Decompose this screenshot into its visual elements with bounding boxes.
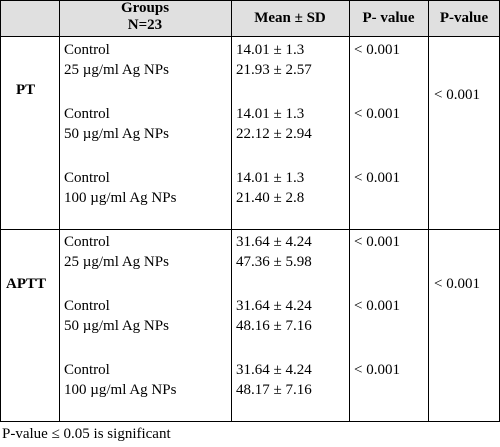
group-line: Control xyxy=(64,298,110,314)
col-border-2 xyxy=(231,0,232,422)
mean-value: 31.64 ± 4.24 xyxy=(236,234,312,250)
header-mean-sd: Mean ± SD xyxy=(254,10,326,26)
p-value: < 0.001 xyxy=(354,106,400,122)
group-line: 50 µg/ml Ag NPs xyxy=(64,318,169,334)
results-table: Groups N=23 Mean ± SD P- value P-value P… xyxy=(0,0,500,422)
table-top-border xyxy=(0,0,500,1)
overall-p-pt: < 0.001 xyxy=(434,87,480,103)
group-line: Control xyxy=(64,234,110,250)
overall-p-aptt: < 0.001 xyxy=(434,276,480,292)
col-border-4 xyxy=(428,0,429,422)
mean-value: 47.36 ± 5.98 xyxy=(236,254,312,270)
mean-value: 21.40 ± 2.8 xyxy=(236,190,305,206)
header-divider xyxy=(0,36,500,37)
mean-value: 14.01 ± 1.3 xyxy=(236,106,305,122)
header-groups: Groups xyxy=(120,0,170,16)
p-value: < 0.001 xyxy=(354,170,400,186)
mean-value: 14.01 ± 1.3 xyxy=(236,170,305,186)
col-border-3 xyxy=(349,0,350,422)
mean-value: 22.12 ± 2.94 xyxy=(236,126,312,142)
group-line: 100 µg/ml Ag NPs xyxy=(64,190,177,206)
mean-value: 48.16 ± 7.16 xyxy=(236,318,312,334)
mean-value: 48.17 ± 7.16 xyxy=(236,382,312,398)
section-divider xyxy=(0,229,500,230)
p-value: < 0.001 xyxy=(354,42,400,58)
p-value: < 0.001 xyxy=(354,362,400,378)
section-label-pt: PT xyxy=(16,82,36,98)
col-border-1 xyxy=(59,0,60,422)
header-p-value-overall: P-value xyxy=(439,10,489,26)
section-label-aptt: APTT xyxy=(6,276,47,292)
group-line: Control xyxy=(64,362,110,378)
header-groups-n: N=23 xyxy=(127,17,163,33)
col-border-left xyxy=(0,0,1,422)
group-line: Control xyxy=(64,170,110,186)
group-line: Control xyxy=(64,106,110,122)
p-value: < 0.001 xyxy=(354,234,400,250)
group-line: 25 µg/ml Ag NPs xyxy=(64,62,169,78)
group-line: 25 µg/ml Ag NPs xyxy=(64,254,169,270)
header-p-value: P- value xyxy=(362,10,415,26)
table-header-row xyxy=(0,0,500,36)
mean-value: 31.64 ± 4.24 xyxy=(236,298,312,314)
group-line: 50 µg/ml Ag NPs xyxy=(64,126,169,142)
mean-value: 21.93 ± 2.57 xyxy=(236,62,312,78)
mean-value: 31.64 ± 4.24 xyxy=(236,362,312,378)
table-bottom-border xyxy=(0,421,500,422)
significance-footnote: P-value ≤ 0.05 is significant xyxy=(2,426,171,442)
group-line: Control xyxy=(64,42,110,58)
p-value: < 0.001 xyxy=(354,298,400,314)
group-line: 100 µg/ml Ag NPs xyxy=(64,382,177,398)
mean-value: 14.01 ± 1.3 xyxy=(236,42,305,58)
